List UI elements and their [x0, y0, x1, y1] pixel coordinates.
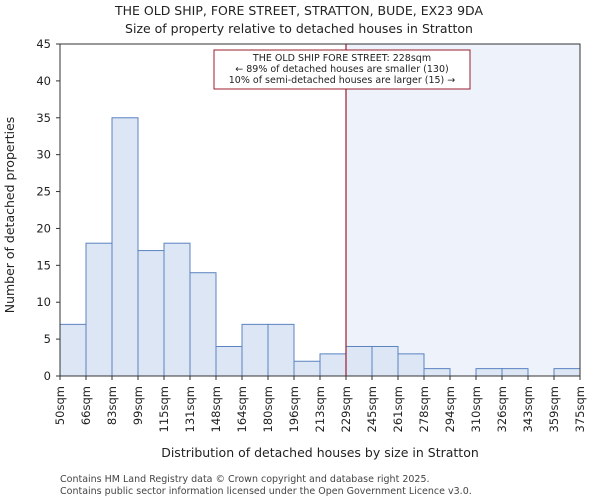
bar-261sqm [397, 353, 425, 377]
y-tick-label-40: 40 [36, 74, 51, 88]
y-axis-ticks: 0 5 10 15 20 25 30 35 40 45 [36, 37, 60, 383]
y-tick-label-25: 25 [36, 185, 51, 199]
annotation-line-property: THE OLD SHIP FORE STREET: 228sqm [252, 53, 431, 64]
y-tick-label-5: 5 [44, 332, 51, 346]
chart-subtitle: Size of property relative to detached ho… [125, 21, 473, 36]
bar-278sqm [423, 368, 451, 377]
x-axis-ticks: 50sqm 66sqm 83sqm 99sqm 115sqm 131sqm 148sqm 16… [53, 376, 587, 432]
x-tick-label-343sqm: 343sqm [521, 386, 535, 432]
x-tick-label-83sqm: 83sqm [105, 386, 119, 425]
y-tick-label-15: 15 [36, 258, 51, 272]
footer-line-1: Contains HM Land Registry data © Crown c… [60, 474, 430, 485]
y-tick-label-20: 20 [36, 221, 51, 235]
bar-148sqm [215, 345, 243, 377]
x-tick-label-375sqm: 375sqm [573, 386, 587, 432]
x-tick-label-99sqm: 99sqm [131, 386, 145, 425]
y-tick-label-0: 0 [44, 369, 51, 383]
bar-99sqm [137, 250, 165, 377]
x-tick-label-294sqm: 294sqm [443, 386, 457, 432]
y-axis-label: Number of detached properties [2, 117, 17, 314]
bar-83sqm [111, 117, 139, 377]
y-tick-label-10: 10 [36, 295, 51, 309]
bar-131sqm [189, 272, 217, 377]
x-tick-label-50sqm: 50sqm [53, 386, 67, 425]
bar-310sqm [475, 368, 503, 377]
annotation-line-smaller: ← 89% of detached houses are smaller (13… [235, 64, 448, 75]
y-tick-label-35: 35 [36, 111, 51, 125]
x-tick-label-164sqm: 164sqm [235, 386, 249, 432]
bar-50sqm [59, 323, 87, 377]
bar-66sqm [85, 242, 113, 377]
annotation-box: THE OLD SHIP FORE STREET: 228sqm ← 89% o… [213, 49, 471, 90]
x-tick-label-131sqm: 131sqm [183, 386, 197, 432]
x-tick-label-115sqm: 115sqm [157, 386, 171, 432]
bar-326sqm [501, 368, 529, 377]
x-tick-label-245sqm: 245sqm [365, 386, 379, 432]
bars-group [59, 117, 581, 377]
x-tick-label-180sqm: 180sqm [261, 386, 275, 432]
annotation-border [213, 49, 471, 90]
bar-115sqm [163, 242, 191, 377]
y-tick-label-45: 45 [36, 37, 51, 51]
x-tick-label-278sqm: 278sqm [417, 386, 431, 432]
annotation-line-larger: 10% of semi-detached houses are larger (… [229, 75, 456, 86]
x-axis-label: Distribution of detached houses by size … [161, 445, 479, 460]
bar-229sqm [345, 345, 373, 377]
x-tick-label-196sqm: 196sqm [287, 386, 301, 432]
bar-359sqm [553, 368, 581, 377]
bar-245sqm [371, 345, 399, 377]
footer-line-2: Contains public sector information licen… [60, 486, 472, 497]
chart-title: THE OLD SHIP, FORE STREET, STRATTON, BUD… [114, 3, 483, 18]
x-tick-label-261sqm: 261sqm [391, 386, 405, 432]
y-tick-label-30: 30 [36, 148, 51, 162]
bar-164sqm [241, 323, 269, 377]
x-tick-label-229sqm: 229sqm [339, 386, 353, 432]
bar-180sqm [267, 323, 295, 377]
x-tick-label-66sqm: 66sqm [79, 386, 93, 425]
x-tick-label-213sqm: 213sqm [313, 386, 327, 432]
larger-than-subject-region [346, 44, 580, 376]
bar-196sqm [293, 360, 321, 377]
x-tick-label-326sqm: 326sqm [495, 386, 509, 432]
bar-213sqm [319, 353, 347, 377]
x-tick-label-359sqm: 359sqm [547, 386, 561, 432]
x-tick-label-148sqm: 148sqm [209, 386, 223, 432]
x-tick-label-310sqm: 310sqm [469, 386, 483, 432]
